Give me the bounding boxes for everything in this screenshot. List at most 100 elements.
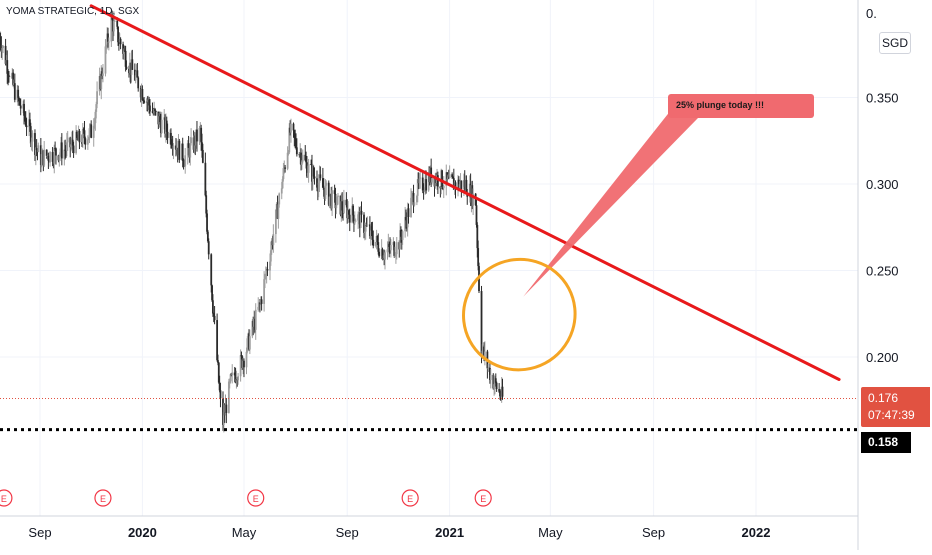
candle-body (378, 251, 381, 257)
candle-body (217, 362, 220, 383)
candle-body (394, 255, 396, 257)
x-tick-label: 2020 (128, 525, 157, 540)
candle-body (222, 412, 225, 425)
candle-body (410, 194, 413, 198)
candle-body (165, 120, 168, 132)
x-tick-label: May (538, 525, 563, 540)
candle-body (113, 20, 116, 22)
candle-body (49, 152, 51, 163)
candle-body (321, 178, 324, 188)
candle-body (360, 210, 363, 215)
candle-body (328, 196, 331, 205)
candle-body (306, 162, 308, 177)
candle-body (60, 142, 63, 159)
candle-body (69, 137, 72, 148)
candle-body (25, 125, 28, 128)
candle-body (418, 178, 421, 184)
candle-body (84, 138, 87, 145)
candle-body (45, 149, 48, 156)
candle-body (207, 241, 210, 255)
candle-body (143, 100, 145, 103)
candle-body (212, 313, 215, 316)
candle-body (386, 249, 389, 253)
bar-countdown: 07:47:39 (868, 408, 915, 422)
earnings-marker-circle (0, 489, 13, 507)
candle-body (64, 149, 67, 151)
candle-body (148, 99, 151, 106)
candle-body (0, 37, 2, 46)
callout-pointer (523, 105, 698, 297)
candle-body (23, 115, 26, 119)
candle-body (406, 208, 409, 228)
candle-body (196, 129, 198, 142)
candle-body (243, 360, 245, 368)
candle-body (269, 250, 272, 262)
candle-body (336, 196, 339, 206)
candle-body (95, 104, 98, 112)
candle-body (43, 149, 46, 166)
candle-body (306, 172, 309, 177)
earnings-marker-label: E (100, 494, 106, 504)
candle-body (495, 382, 498, 390)
x-tick-label: Sep (28, 525, 51, 540)
candle-body (30, 141, 33, 144)
candle-body (8, 75, 10, 77)
candle-body (107, 33, 109, 42)
candle-body (222, 398, 224, 425)
candle-body (419, 177, 422, 179)
candle-body (2, 45, 4, 48)
candle-body (472, 193, 475, 206)
candle-body (136, 70, 139, 78)
candle-body (260, 299, 263, 304)
candle-body (112, 20, 115, 32)
candle-body (345, 199, 348, 206)
candle-body (381, 249, 384, 260)
candle-body (281, 179, 284, 189)
candle-body (119, 38, 122, 45)
candle-body (481, 350, 484, 357)
earnings-marker-circle (401, 489, 419, 507)
candle-body (19, 105, 22, 109)
earnings-marker-circle (247, 489, 265, 507)
candle-body (423, 190, 426, 192)
earnings-marker-label: E (407, 494, 413, 504)
candle-body (341, 201, 344, 211)
candle-body (264, 275, 266, 280)
candle-body (334, 193, 337, 209)
candle-body (352, 205, 354, 216)
candle-body (153, 108, 156, 114)
candle-body (384, 252, 386, 260)
earnings-marker-circle (94, 489, 112, 507)
last-price-value: 0.176 (868, 391, 899, 405)
resistance-trendline (89, 4, 841, 381)
candle-body (266, 269, 269, 271)
candle-body (53, 148, 56, 164)
candle-body (493, 384, 496, 389)
candle-body (35, 148, 38, 151)
candle-body (71, 139, 74, 146)
candle-body (65, 150, 67, 152)
candle-body (231, 372, 234, 376)
candle-body (166, 131, 169, 138)
candle-body (66, 137, 69, 143)
candle-body (400, 230, 402, 237)
candle-body (404, 216, 407, 232)
candle-body (87, 137, 90, 140)
currency-badge[interactable]: SGD (879, 32, 911, 54)
candle-body (142, 99, 145, 101)
candle-body (51, 152, 54, 162)
candle-body (151, 111, 154, 113)
candle-body (489, 374, 492, 381)
candle-body (225, 404, 228, 413)
candle-body (159, 116, 161, 122)
candle-body (70, 144, 72, 148)
candle-body (460, 180, 463, 189)
candle-body (82, 129, 85, 131)
candle-body (277, 204, 280, 219)
candle-body (431, 178, 433, 183)
plunge-callout[interactable]: 25% plunge today !!! (668, 94, 814, 118)
candle-body (395, 242, 398, 255)
candle-body (295, 147, 298, 155)
candle-body (110, 14, 113, 42)
